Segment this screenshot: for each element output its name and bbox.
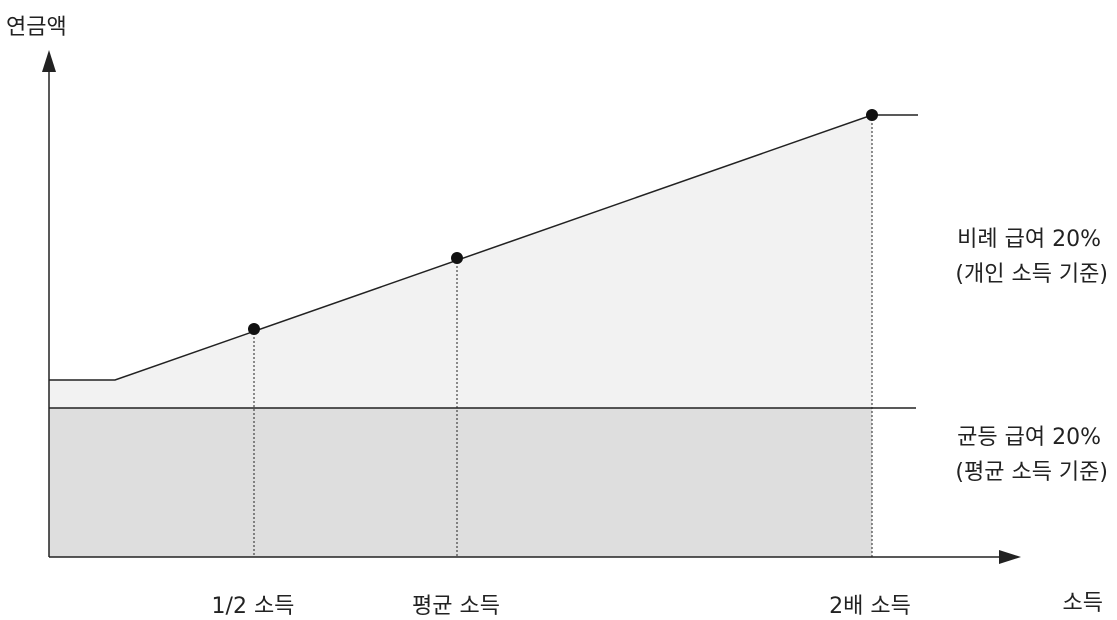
flat-benefit-label: 균등 급여 20% [957, 425, 1101, 450]
half-income-point [248, 323, 260, 335]
tick-label-half-income: 1/2 소득 [212, 594, 295, 619]
pension-curve [49, 114, 918, 381]
flat-benefit-area [49, 408, 872, 557]
flat-benefit-basis: (평균 소득 기준) [955, 460, 1108, 485]
y-axis-arrowhead [42, 50, 56, 72]
tick-label-average-income: 평균 소득 [412, 594, 500, 619]
double-income-point [866, 109, 878, 121]
tick-label-double-income: 2배 소득 [829, 594, 911, 619]
x-axis-label: 소득 [1063, 591, 1103, 616]
proportional-benefit-label: 비례 급여 20% [957, 227, 1101, 252]
average-income-point [451, 252, 463, 264]
proportional-benefit-basis: (개인 소득 기준) [955, 262, 1108, 287]
x-axis-arrowhead [999, 550, 1021, 564]
y-axis-label: 연금액 [6, 15, 67, 40]
